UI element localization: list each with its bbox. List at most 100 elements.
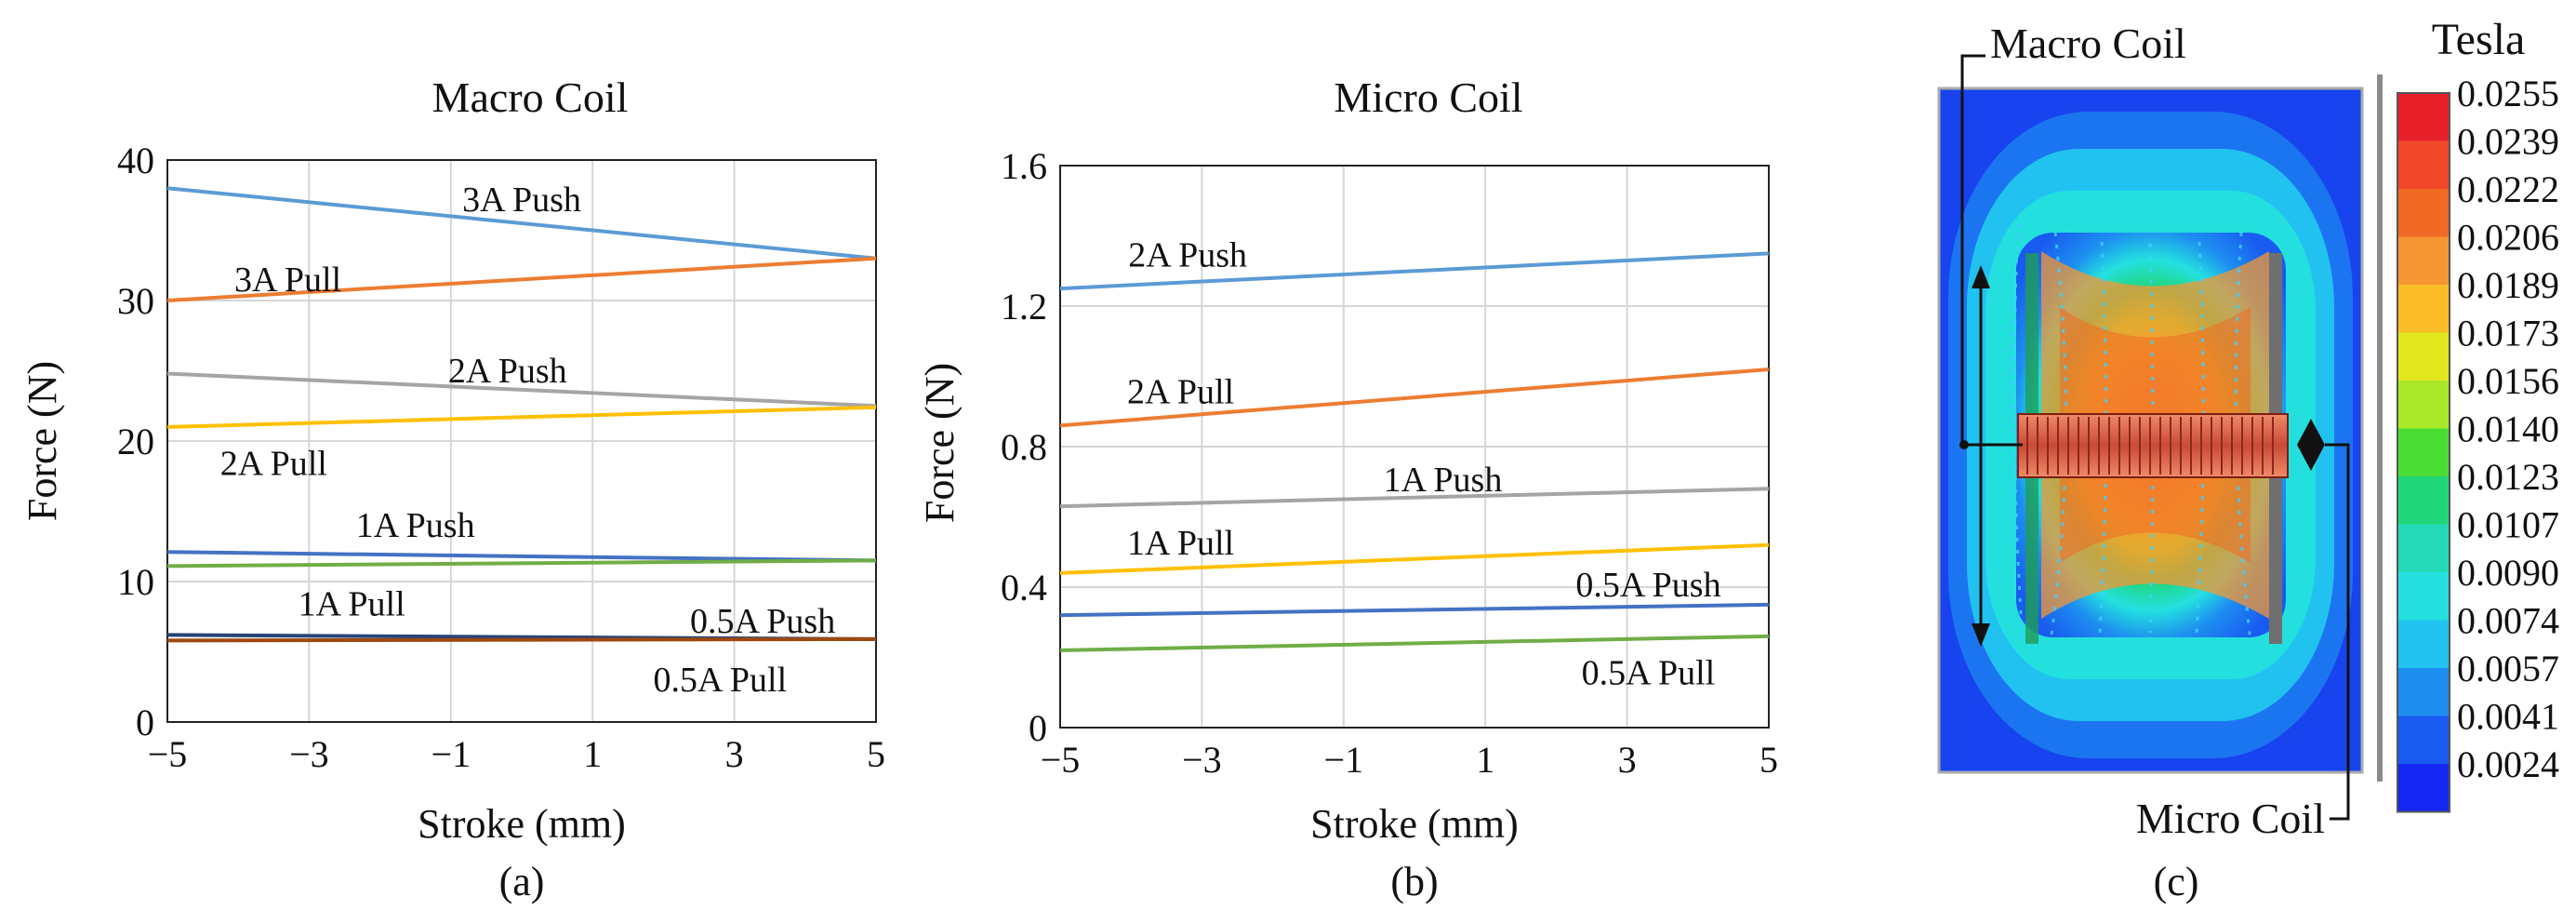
a-series-line-3a-push xyxy=(166,186,877,261)
colorbar-swatch xyxy=(2397,140,2450,189)
colorbar-swatch xyxy=(2397,285,2450,333)
macro-coil-annotation: Macro Coil xyxy=(1990,20,2186,67)
a-x-tick-label: 1 xyxy=(583,733,602,775)
chart-b-series-labels: 2A Push 2A Pull 1A Push 1A Pull 0.5A Push 0.5… xyxy=(1127,235,1721,692)
b-y-tick-label: 0.4 xyxy=(1001,567,1047,609)
a-series-line-2a-pull xyxy=(166,405,877,429)
chart-a-plot-frame xyxy=(166,159,877,723)
chart-a-series xyxy=(166,186,877,643)
chart-micro-coil: Micro Coil −5 −3 −1 1 3 5 0 0.4 0.8 1.2 1.6 2A Pus… xyxy=(917,74,1778,904)
colorbar-tick-label: 0.0107 xyxy=(2457,504,2559,546)
colorbar-tick-label: 0.0173 xyxy=(2457,313,2559,354)
b-series-line-2a-pull xyxy=(1059,367,1770,428)
chart-b-plot-frame xyxy=(1059,165,1770,729)
a-x-tick-label: 5 xyxy=(867,733,885,775)
colorbar-tick-label: 0.0074 xyxy=(2457,600,2559,642)
colorbar-tick-label: 0.0140 xyxy=(2457,408,2559,450)
b-series-label: 1A Pull xyxy=(1127,524,1234,563)
colorbar-tick-label: 0.0156 xyxy=(2457,360,2559,402)
colorbar-tick-label: 0.0239 xyxy=(2457,121,2559,163)
b-series-line-1a-pull xyxy=(1059,542,1770,575)
colorbar-swatch xyxy=(2397,620,2450,668)
a-series-line-0-5a-pull xyxy=(166,636,877,643)
a-x-tick-label: −3 xyxy=(289,733,329,775)
b-y-tick-label: 1.2 xyxy=(1001,286,1047,328)
a-series-label: 0.5A Push xyxy=(690,602,835,641)
a-series-line-3a-pull xyxy=(166,256,877,302)
chart-a-title: Macro Coil xyxy=(432,74,629,121)
a-series-label: 3A Push xyxy=(462,181,581,220)
colorbar-swatch xyxy=(2397,476,2450,525)
colorbar-tick-label: 0.0024 xyxy=(2457,743,2559,785)
a-series-label: 2A Pull xyxy=(220,445,327,484)
b-series-line-0-5a-push xyxy=(1059,602,1770,618)
chart-b-ticks: −5 −3 −1 1 3 5 0 0.4 0.8 1.2 1.6 xyxy=(1001,145,1778,781)
colorbar-swatch xyxy=(2397,716,2450,764)
b-x-tick-label: −5 xyxy=(1041,739,1081,781)
b-x-tick-label: 1 xyxy=(1476,739,1494,781)
colorbar-separator xyxy=(2377,74,2383,782)
chart-a-panel-label: (a) xyxy=(499,859,545,904)
colorbar: 0.0255 0.0239 0.0222 0.0206 0.0189 0.0173 0.01… xyxy=(2397,73,2559,813)
chart-b-panel-label: (b) xyxy=(1390,859,1438,904)
colorbar-swatch xyxy=(2397,236,2450,285)
colorbar-swatch xyxy=(2397,381,2450,429)
colorbar-swatch xyxy=(2397,764,2450,812)
b-series-label: 2A Push xyxy=(1128,235,1247,274)
colorbar-tick-label: 0.0222 xyxy=(2457,168,2559,210)
b-x-tick-label: 5 xyxy=(1759,739,1778,781)
a-series-label: 3A Pull xyxy=(234,261,341,300)
a-series-label: 2A Push xyxy=(448,352,567,391)
a-series-line-1a-pull xyxy=(166,558,877,569)
colorbar-tick-label: 0.0041 xyxy=(2457,696,2559,738)
a-y-tick-label: 40 xyxy=(117,140,154,181)
colorbar-swatch xyxy=(2397,189,2450,237)
chart-a-ticks: −5 −3 −1 1 3 5 0 10 20 30 40 xyxy=(117,140,885,775)
b-series-label: 1A Push xyxy=(1384,461,1503,500)
chart-b-x-axis-label: Stroke (mm) xyxy=(1310,801,1519,847)
a-x-tick-label: 3 xyxy=(725,733,744,775)
macro-coil-leader xyxy=(1960,54,2023,447)
a-series-line-1a-push xyxy=(166,550,877,563)
micro-coil-leader xyxy=(2325,443,2350,821)
b-x-tick-label: −3 xyxy=(1182,739,1222,781)
field-frame xyxy=(1937,87,2364,774)
colorbar-frame xyxy=(2397,92,2450,813)
b-series-label: 0.5A Push xyxy=(1575,566,1720,605)
colorbar-tick-label: 0.0123 xyxy=(2457,456,2559,498)
field-simulation-panel: Macro Coil Micro Coil (c) Tesla 0.02550.… xyxy=(1937,15,2559,904)
micro-coil-annotation: Micro Coil xyxy=(2136,795,2325,842)
chart-a-x-axis-label: Stroke (mm) xyxy=(418,801,626,847)
b-series-line-2a-push xyxy=(1059,251,1770,291)
macro-coil-leader-dot xyxy=(1959,440,1969,449)
colorbar-swatch xyxy=(2397,572,2450,621)
colorbar-tick-label: 0.0206 xyxy=(2457,217,2559,259)
chart-c-panel-label: (c) xyxy=(2154,859,2199,904)
colorbar-swatch xyxy=(2397,93,2450,141)
micro-coil-windings xyxy=(2026,417,2274,475)
b-series-line-0-5a-pull xyxy=(1059,634,1770,652)
chart-b-series xyxy=(1059,251,1770,652)
colorbar-tick-label: 0.0189 xyxy=(2457,264,2559,306)
a-series-label: 1A Push xyxy=(356,506,475,545)
colorbar-swatch xyxy=(2397,668,2450,716)
a-series-label: 0.5A Pull xyxy=(654,661,788,700)
chart-a-y-axis-label: Force (N) xyxy=(20,361,65,521)
colorbar-swatch xyxy=(2397,524,2450,572)
colorbar-title: Tesla xyxy=(2432,15,2526,64)
a-y-tick-label: 30 xyxy=(117,280,154,322)
b-x-tick-label: 3 xyxy=(1618,739,1637,781)
colorbar-tick-label: 0.0090 xyxy=(2457,552,2559,594)
b-x-tick-label: −1 xyxy=(1324,739,1364,781)
a-y-tick-label: 10 xyxy=(117,561,154,603)
a-x-tick-label: −1 xyxy=(432,733,471,775)
a-y-tick-label: 0 xyxy=(136,702,154,743)
b-series-label: 2A Pull xyxy=(1127,373,1234,412)
b-y-tick-label: 0 xyxy=(1029,707,1047,749)
colorbar-tick-label: 0.0255 xyxy=(2457,73,2559,114)
b-series-label: 0.5A Pull xyxy=(1582,654,1716,693)
arrow-down-icon xyxy=(1972,623,1990,647)
colorbar-swatch xyxy=(2397,332,2450,381)
micro-coil-span-diamond-icon xyxy=(2297,419,2325,471)
